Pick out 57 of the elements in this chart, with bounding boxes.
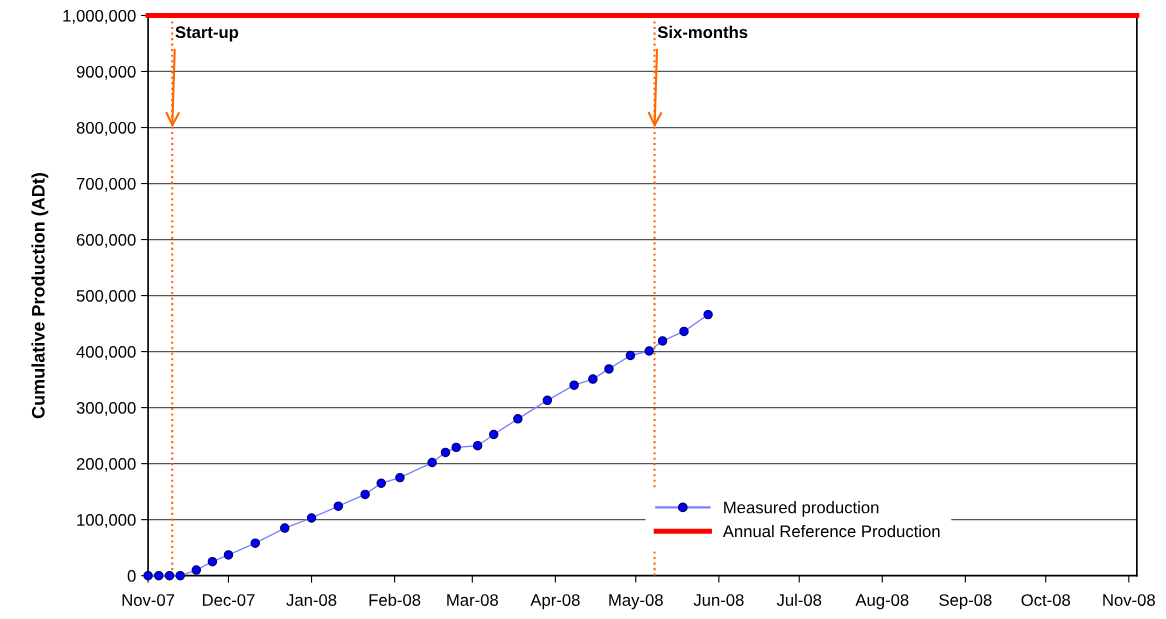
x-tick-label: Nov-07	[122, 594, 175, 606]
point	[175, 570, 185, 581]
y-tick-label: 800,000	[76, 121, 136, 136]
point	[306, 513, 317, 523]
point	[657, 336, 668, 346]
x-tick-label: Dec-07	[202, 594, 255, 606]
point	[703, 309, 713, 320]
x-tick-label: Aug-08	[855, 594, 909, 610]
point	[513, 414, 523, 424]
point	[250, 538, 260, 548]
y-tick-label: 1,000,000	[63, 9, 136, 24]
point	[360, 489, 370, 500]
x-tick-label: Nov-08	[1103, 594, 1155, 606]
point	[604, 364, 614, 374]
y-tick-label: 600,000	[76, 233, 136, 248]
point	[679, 326, 689, 337]
x-tick-label: Jul-08	[776, 593, 822, 606]
y-tick-label: 700,000	[76, 177, 136, 192]
point	[207, 556, 218, 567]
point	[164, 570, 175, 581]
point	[280, 523, 290, 533]
x-tick-label: Apr-08	[530, 594, 580, 610]
point	[333, 501, 344, 511]
y-tick-label: 0	[127, 570, 136, 582]
point	[395, 472, 405, 483]
x-tick-label: Feb-08	[369, 593, 421, 606]
point	[427, 457, 437, 468]
y-axis-title: Cumulative Production (ADt)	[31, 173, 49, 419]
x-tick-label: Jun-08	[693, 594, 744, 606]
x-tick-label: Oct-08	[1021, 594, 1071, 606]
x-tick-label: Jan-08	[286, 594, 337, 606]
y-tick-label: 200,000	[76, 458, 136, 472]
legend-label: Measured production	[724, 501, 879, 517]
point	[569, 380, 579, 390]
point	[440, 447, 451, 458]
point	[376, 478, 386, 488]
point	[625, 350, 636, 361]
legend-label: Annual Reference Production	[722, 524, 940, 538]
x-tick-label: May-08	[609, 594, 663, 610]
point	[154, 570, 164, 581]
point	[191, 565, 202, 575]
y-tick-label: 500,000	[76, 289, 136, 304]
y-tick-label: 100,000	[77, 514, 136, 528]
point	[542, 395, 553, 406]
y-tick-label: 400,000	[76, 345, 136, 360]
y-tick-label: 900,000	[76, 65, 136, 80]
x-tick-label: Mar-08	[447, 594, 498, 606]
point	[223, 550, 234, 560]
x-tick-label: Sep-08	[939, 594, 992, 610]
point	[451, 442, 461, 453]
annotation: Start-up	[175, 26, 239, 42]
annotation: Six-months	[657, 25, 748, 39]
point	[588, 374, 598, 384]
point	[472, 440, 483, 451]
point	[489, 429, 499, 440]
y-tick-label: 300,000	[76, 402, 136, 416]
point	[644, 346, 654, 356]
